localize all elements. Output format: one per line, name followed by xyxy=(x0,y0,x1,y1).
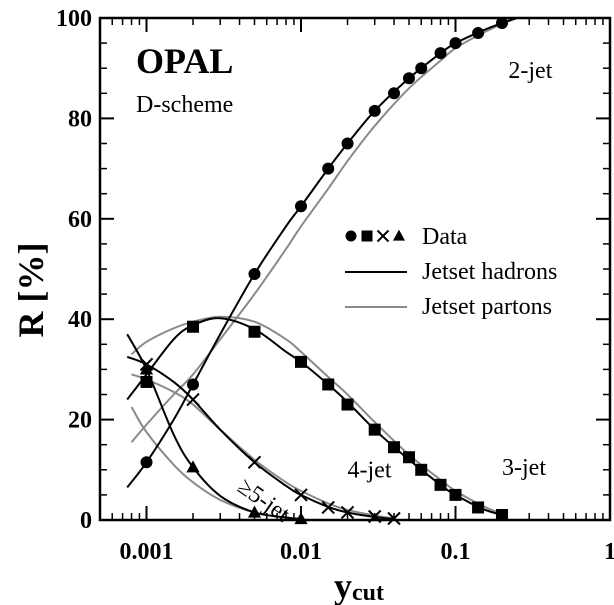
y-axis-title: R [%] xyxy=(11,243,51,338)
data-point-4-jet xyxy=(294,488,308,502)
data-point-2-jet xyxy=(295,200,308,213)
chart-title: OPAL xyxy=(136,41,233,81)
data-point-3-jet xyxy=(434,478,447,491)
x-tick-label: 0.1 xyxy=(441,539,471,565)
data-point-2-jet xyxy=(368,104,381,117)
data-point-3-jet xyxy=(187,320,200,333)
data-point-2-jet xyxy=(415,62,428,75)
data-point-3-jet xyxy=(415,463,428,476)
x-axis-title-sub: cut xyxy=(352,580,384,605)
y-tick-label: 20 xyxy=(68,408,92,434)
x-tick-label: 0.01 xyxy=(280,539,322,565)
y-tick-label: 60 xyxy=(68,207,92,233)
data-point-4-jet-stroke-b xyxy=(186,392,200,407)
x-axis-title: ycut xyxy=(334,566,384,605)
data-point-2-jet xyxy=(341,137,354,150)
hadrons-curve-ge5-jet xyxy=(126,333,302,520)
hadrons-curve-4-jet xyxy=(126,355,395,520)
data-point-3-jet xyxy=(248,325,261,338)
y-tick-label: 80 xyxy=(68,106,92,132)
partons-curve-3-jet xyxy=(130,315,503,515)
legend-marker-cross-stroke-b xyxy=(376,229,390,243)
x-tick-label: 0.001 xyxy=(120,539,174,565)
legend-data-label: Data xyxy=(422,224,468,250)
data-point-4-jet-stroke-b xyxy=(340,505,355,520)
data-point-3-jet xyxy=(402,451,415,464)
data-point-3-jet xyxy=(449,488,462,501)
data-point-2-jet xyxy=(248,268,261,281)
x-tick-label: 1 xyxy=(604,539,614,565)
annotation-3-jet: 3-jet xyxy=(502,455,546,481)
data-point-4-jet-stroke-b xyxy=(321,500,335,515)
axis-ticks xyxy=(100,17,611,521)
data-point-4-jet-stroke-b xyxy=(247,455,262,469)
data-point-ge5-jet xyxy=(247,505,262,518)
y-tick-label: 100 xyxy=(56,6,92,32)
data-point-3-jet xyxy=(368,423,381,436)
legend: Data Jetset hadrons Jetset partons xyxy=(345,224,557,320)
data-point-4-jet-stroke-b xyxy=(294,488,308,502)
data-point-2-jet xyxy=(322,162,335,175)
y-tick-label: 0 xyxy=(80,508,92,534)
data-point-4-jet xyxy=(340,505,355,520)
data-point-3-jet xyxy=(472,501,485,514)
legend-marker-triangle xyxy=(392,229,406,241)
data-point-3-jet xyxy=(341,398,354,411)
data-point-ge5-jet xyxy=(186,460,200,473)
legend-marker-square xyxy=(361,230,373,242)
annotation-2-jet: 2-jet xyxy=(508,58,552,84)
chart-subtitle: D-scheme xyxy=(136,92,233,118)
data-point-2-jet xyxy=(187,378,200,391)
data-point-3-jet xyxy=(295,355,308,368)
data-point-2-jet xyxy=(472,27,485,40)
data-point-3-jet xyxy=(140,375,153,388)
data-point-2-jet xyxy=(140,456,153,469)
partons-curve-2-jet xyxy=(130,17,518,443)
data-point-4-jet xyxy=(186,392,200,407)
legend-marker-cross xyxy=(376,229,390,243)
data-point-4-jet xyxy=(321,500,335,515)
x-axis-title-main: y xyxy=(334,566,352,605)
data-point-2-jet xyxy=(434,47,447,60)
legend-marker-circle xyxy=(345,230,357,242)
data-point-4-jet xyxy=(247,455,262,469)
data-point-2-jet xyxy=(402,72,415,85)
hadrons-curve-3-jet xyxy=(126,317,503,516)
tick-labels: 0.001 0.01 0.1 1 0 20 40 60 80 100 xyxy=(56,6,614,565)
data-markers xyxy=(139,17,509,526)
legend-markers xyxy=(345,229,406,243)
hadrons-curve-2-jet xyxy=(126,17,518,488)
data-point-3-jet xyxy=(322,378,335,391)
y-tick-label: 40 xyxy=(68,307,92,333)
legend-hadrons-label: Jetset hadrons xyxy=(422,259,557,285)
legend-partons-label: Jetset partons xyxy=(422,294,552,320)
data-point-2-jet xyxy=(449,37,462,50)
data-point-ge5-jet xyxy=(139,362,154,375)
data-point-3-jet xyxy=(388,441,401,454)
annotation-4-jet: 4-jet xyxy=(348,457,392,483)
data-point-2-jet xyxy=(388,87,401,100)
